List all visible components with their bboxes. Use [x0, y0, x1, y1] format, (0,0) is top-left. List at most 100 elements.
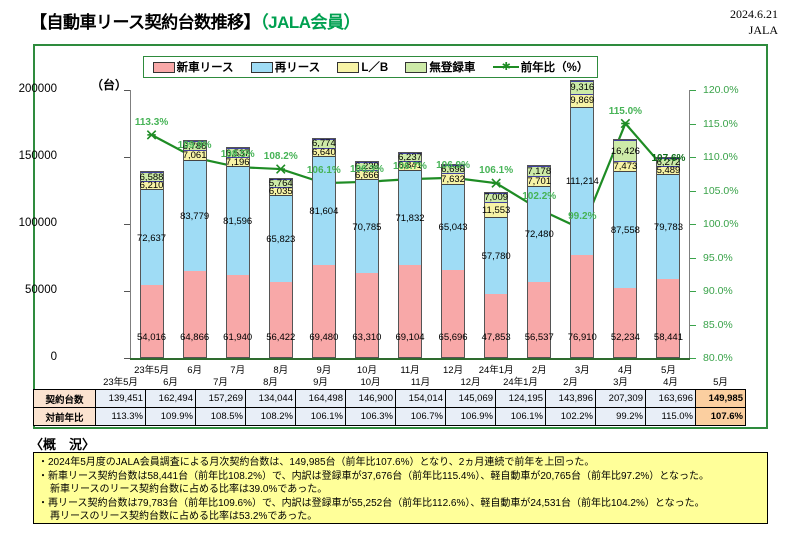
y-axis-left-tick: 150000	[18, 150, 57, 162]
bar-segment-label: 72,637	[137, 232, 167, 244]
bar-segment-label: 6,237	[398, 151, 422, 163]
bar-8: 47,853 57,780 11,553 7,009	[481, 191, 511, 358]
bar-segment-label: 6,537	[225, 147, 250, 159]
bar-segment-L／B: 9,869	[570, 93, 594, 107]
bar-10: 76,910 111,214 9,869 9,316	[566, 80, 599, 358]
table-cell: 146,900	[345, 389, 396, 408]
table-cell: 143,896	[545, 389, 596, 408]
bar-segment-L／B: 7,701	[527, 175, 551, 187]
yoy-point-label-1: 109.9%	[177, 139, 212, 151]
bar-segment-label: 56,537	[524, 331, 554, 343]
bar-segment-label: 6,239	[355, 161, 379, 173]
bar-segment-無登録車: 16,426	[611, 139, 640, 162]
bar-segment-無登録車: 5,764	[268, 178, 293, 190]
bar-segment-再リース: 72,637	[137, 189, 166, 286]
legend-item-3: 無登録車	[405, 59, 475, 75]
table-row: 契約台数 139,451 162,494 157,269 134,044 164,498 1…	[33, 389, 746, 408]
bar-segment-新車リース: 56,537	[525, 282, 554, 357]
table-cell: 106.1%	[295, 407, 346, 426]
bar-segment-label: 63,310	[352, 331, 382, 343]
bar-segment-無登録車: 6,788	[183, 141, 207, 152]
bar-11: 52,234 87,558 7,473 16,426	[611, 138, 640, 358]
table-cell: 106.7%	[395, 407, 446, 426]
x-axis-label-11: 4月	[617, 365, 633, 376]
table-row-label: 契約台数	[33, 389, 96, 408]
bar-segment-再リース: 65,043	[439, 183, 468, 270]
y-axis-right-tickmark	[690, 358, 696, 359]
bar-segment-label: 72,480	[524, 229, 554, 241]
bar-segment-label: 7,061	[182, 150, 207, 161]
x-axis-label-6: 11月	[400, 365, 420, 376]
bar-segment-label: 65,823	[266, 234, 296, 246]
bar-segment-label: 65,043	[438, 222, 468, 234]
yoy-point-label-8: 106.1%	[479, 165, 514, 177]
bar-segment-label: 70,785	[352, 221, 382, 233]
bar-segment-label: 7,196	[225, 156, 250, 168]
bar-segment-label: 11,553	[481, 204, 511, 216]
bar-segment-再リース: 70,785	[352, 179, 381, 274]
bar-segment-無登録車: 7,009	[484, 192, 508, 203]
bar-segment-再リース: 87,558	[611, 171, 640, 288]
table-cell: 99.2%	[595, 407, 646, 426]
y-axis-left-tickmark	[124, 90, 130, 91]
summary-box: ・2024年5月度のJALA会員調査による月次契約台数は、149,985台（前年…	[33, 452, 768, 524]
y-axis-left-tickmark	[124, 291, 130, 292]
bar-segment-label: 81,596	[223, 216, 253, 228]
table-cell: 106.3%	[345, 407, 396, 426]
chart-legend: 新車リース 再リース L／B 無登録車 ✱ 前年比（%）	[143, 56, 598, 78]
legend-line-marker-icon: ✱	[492, 62, 519, 73]
bar-segment-新車リース: 76,910	[568, 254, 597, 357]
yoy-point-label-6: 106.7%	[393, 161, 427, 173]
y-axis-right-tickmark	[690, 123, 696, 125]
yoy-point-label-5: 106.3%	[349, 163, 384, 175]
bar-segment-label: 5,764	[268, 178, 293, 190]
x-axis-label-1: 6月	[187, 365, 202, 376]
bar-segment-label: 9,316	[570, 82, 595, 94]
legend-swatch-icon	[250, 61, 273, 73]
y-axis-right-tickmark	[690, 324, 696, 326]
bar-segment-無登録車: 9,316	[570, 81, 595, 94]
bar-segment-新車リース: 65,696	[439, 269, 468, 357]
bar-segment-label: 79,783	[653, 222, 683, 234]
summary-line-4: 再リースのリース契約台数に占める比率は53.2%であった。	[50, 511, 318, 522]
bar-segment-L／B: 6,035	[269, 186, 293, 197]
bar-segment-label: 65,696	[438, 331, 468, 343]
bar-segment-label: 87,558	[610, 225, 640, 237]
y-axis-left-tick: 50000	[25, 284, 57, 296]
summary-heading: 〈概 況〉	[30, 437, 96, 452]
bar-segment-再リース: 72,480	[525, 185, 554, 283]
y-axis-left-tick: 100000	[18, 217, 57, 229]
bar-segment-無登録車: 6,272	[656, 157, 681, 169]
bar-segment-L／B: 7,473	[613, 161, 637, 172]
bar-1: 64,866 83,779 7,061 6,788	[180, 140, 209, 358]
bar-segment-label: 6,272	[656, 157, 681, 169]
bar-segment-無登録車: 6,537	[225, 147, 250, 159]
x-axis-label-9: 2月	[531, 365, 547, 376]
bar-segment-label: 5,489	[656, 165, 681, 177]
bar-segment-新車リース: 54,016	[137, 285, 166, 357]
table-col-header-3: 8月	[263, 376, 278, 388]
page-title-sub: （JALA会員）	[260, 13, 361, 32]
y-axis-right-tickmark	[690, 157, 696, 158]
y-axis-right-tick: 95.0%	[703, 251, 733, 264]
bar-segment-新車リース: 63,310	[352, 273, 381, 357]
bar-segment-無登録車: 7,178	[527, 166, 551, 177]
bar-9: 56,537 72,480 7,701 7,178	[525, 165, 554, 358]
bar-segment-label: 76,910	[567, 331, 597, 343]
bar-segment-L／B: 11,553	[481, 201, 511, 218]
yoy-point-label-10: 99.2%	[568, 211, 597, 223]
y-axis-right-tickmark	[690, 90, 696, 91]
bar-segment-L／B: 6,640	[312, 147, 336, 158]
bar-segment-label: 6,698	[441, 164, 465, 176]
yoy-point-label-9: 102.2%	[522, 191, 557, 203]
y-axis-right-tickmark	[690, 257, 696, 259]
table-col-header-7: 12月	[460, 376, 481, 388]
x-axis-label-3: 8月	[273, 365, 289, 376]
bar-segment-無登録車: 6,698	[441, 164, 465, 176]
legend-item-label: 新車リース	[176, 62, 234, 74]
bar-segment-再リース: 81,596	[223, 166, 252, 275]
bar-segment-L／B: 7,632	[441, 173, 465, 185]
page-title-main: 【自動車リース契約台数推移】	[30, 13, 261, 32]
bar-7: 65,696 65,043 7,632 6,698	[439, 163, 468, 358]
bar-segment-再リース: 111,214	[566, 106, 599, 255]
